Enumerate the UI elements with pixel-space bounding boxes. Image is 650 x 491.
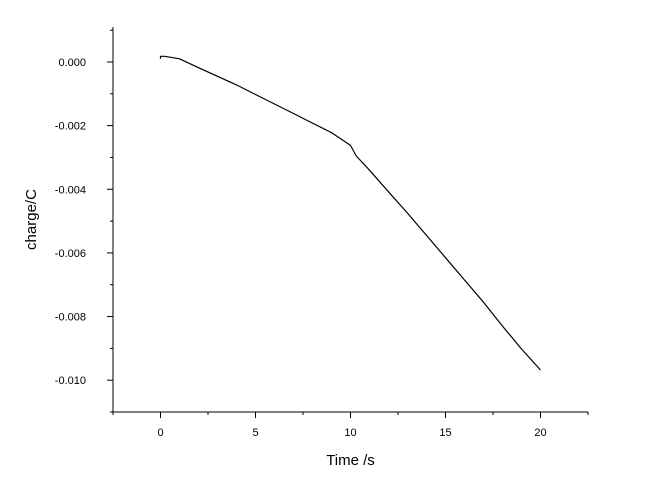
y-tick-label: -0.002	[55, 121, 86, 133]
y-axis-ticks: 0.000 -0.002 -0.004 -0.006 -0.008 -0.010	[55, 29, 113, 413]
y-tick-label: -0.006	[55, 248, 86, 260]
y-tick-label: -0.008	[55, 312, 86, 324]
x-tick-label: 15	[439, 427, 451, 439]
y-tick-label: -0.010	[55, 375, 86, 387]
x-tick-label: 20	[534, 427, 546, 439]
y-tick-label: 0.000	[58, 57, 86, 69]
x-tick-label: 10	[344, 427, 356, 439]
x-axis-ticks: 0 5 10 15 20	[112, 412, 589, 439]
plot-area: 0 5 10 15 20 0.000 -0.002 -0.004 -0.006 -0.008 -0…	[55, 27, 589, 439]
y-tick-label: -0.004	[55, 184, 86, 196]
series-layer	[159, 55, 541, 371]
series-line	[159, 55, 541, 371]
x-axis-label: Time /s	[326, 452, 375, 469]
x-tick-label: 0	[157, 427, 163, 439]
x-tick-label: 5	[252, 427, 258, 439]
y-axis-label: charge/C	[23, 189, 40, 250]
